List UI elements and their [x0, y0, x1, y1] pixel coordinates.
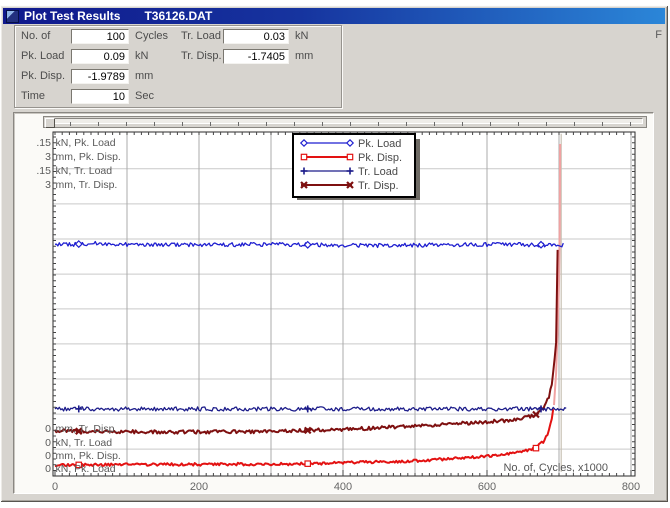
- time-field[interactable]: [71, 89, 129, 104]
- pk-load-unit: kN: [135, 50, 149, 62]
- time-unit: Sec: [135, 90, 154, 102]
- results-chart: 0 200 400 600 800 No. of, Cycles, x1000 .15 kN,…: [36, 131, 640, 493]
- time-label: Time: [21, 90, 46, 102]
- chart-scrollbar[interactable]: [43, 116, 647, 128]
- no-of-field[interactable]: [71, 29, 129, 44]
- chart-panel: 0 200 400 600 800 No. of, Cycles, x1000 .15 kN,…: [13, 112, 654, 494]
- svg-text:Tr. Load: Tr. Load: [358, 166, 398, 178]
- svg-text:Tr. Disp.: Tr. Disp.: [358, 180, 399, 192]
- tr-load-unit: kN: [295, 30, 309, 42]
- svg-text:kN, Tr. Load: kN, Tr. Load: [56, 165, 113, 177]
- no-of-label: No. of: [21, 30, 51, 42]
- svg-text:3: 3: [45, 179, 51, 191]
- svg-text:0: 0: [45, 450, 51, 462]
- tr-disp-label: Tr. Disp.: [181, 50, 222, 62]
- svg-text:kN, Tr. Load: kN, Tr. Load: [56, 437, 113, 449]
- no-of-unit: Cycles: [135, 30, 169, 42]
- svg-text:0: 0: [45, 437, 51, 449]
- svg-text:800: 800: [622, 481, 640, 493]
- svg-text:mm, Tr. Disp.: mm, Tr. Disp.: [56, 179, 118, 191]
- tr-disp-unit: mm: [295, 50, 314, 62]
- app-icon: [6, 9, 19, 23]
- svg-text:200: 200: [190, 481, 208, 493]
- svg-text:600: 600: [478, 481, 496, 493]
- svg-text:0: 0: [45, 463, 51, 475]
- title-bar[interactable]: Plot Test Results T36126.DAT: [3, 8, 665, 24]
- svg-text:mm, Pk. Disp.: mm, Pk. Disp.: [56, 151, 121, 163]
- svg-text:3: 3: [45, 151, 51, 163]
- svg-text:kN, Pk. Load: kN, Pk. Load: [56, 463, 116, 475]
- svg-text:mm, Tr. Disp.: mm, Tr. Disp.: [56, 423, 118, 435]
- svg-text:0: 0: [52, 481, 58, 493]
- window-title: Plot Test Results: [24, 9, 121, 23]
- svg-text:0: 0: [45, 423, 51, 435]
- svg-text:kN, Pk. Load: kN, Pk. Load: [56, 137, 116, 149]
- clipped-text-f: F: [655, 29, 662, 41]
- tr-load-field[interactable]: [223, 29, 289, 44]
- pk-load-field[interactable]: [71, 49, 129, 64]
- svg-text:400: 400: [334, 481, 352, 493]
- scrollbar-thumb[interactable]: [45, 118, 55, 128]
- results-fieldset: No. of Cycles Tr. Load kN Pk. Load kN Tr…: [14, 25, 342, 108]
- app-window: Plot Test Results T36126.DAT F No. of Cy…: [0, 5, 668, 502]
- svg-text:Pk. Disp.: Pk. Disp.: [358, 152, 402, 164]
- pk-load-label: Pk. Load: [21, 50, 65, 62]
- pk-disp-field[interactable]: [71, 69, 129, 84]
- pk-disp-label: Pk. Disp.: [21, 70, 66, 82]
- tr-disp-field[interactable]: [223, 49, 289, 64]
- scrollbar-ticks: [70, 122, 640, 126]
- svg-text:mm, Pk. Disp.: mm, Pk. Disp.: [56, 450, 121, 462]
- svg-text:Pk. Load: Pk. Load: [358, 138, 401, 150]
- svg-text:.15: .15: [36, 137, 51, 149]
- pk-disp-unit: mm: [135, 70, 154, 82]
- window-title-filename: T36126.DAT: [144, 9, 213, 23]
- svg-text:.15: .15: [36, 165, 51, 177]
- tr-load-label: Tr. Load: [181, 30, 221, 42]
- svg-text:No. of, Cycles, x1000: No. of, Cycles, x1000: [503, 462, 608, 474]
